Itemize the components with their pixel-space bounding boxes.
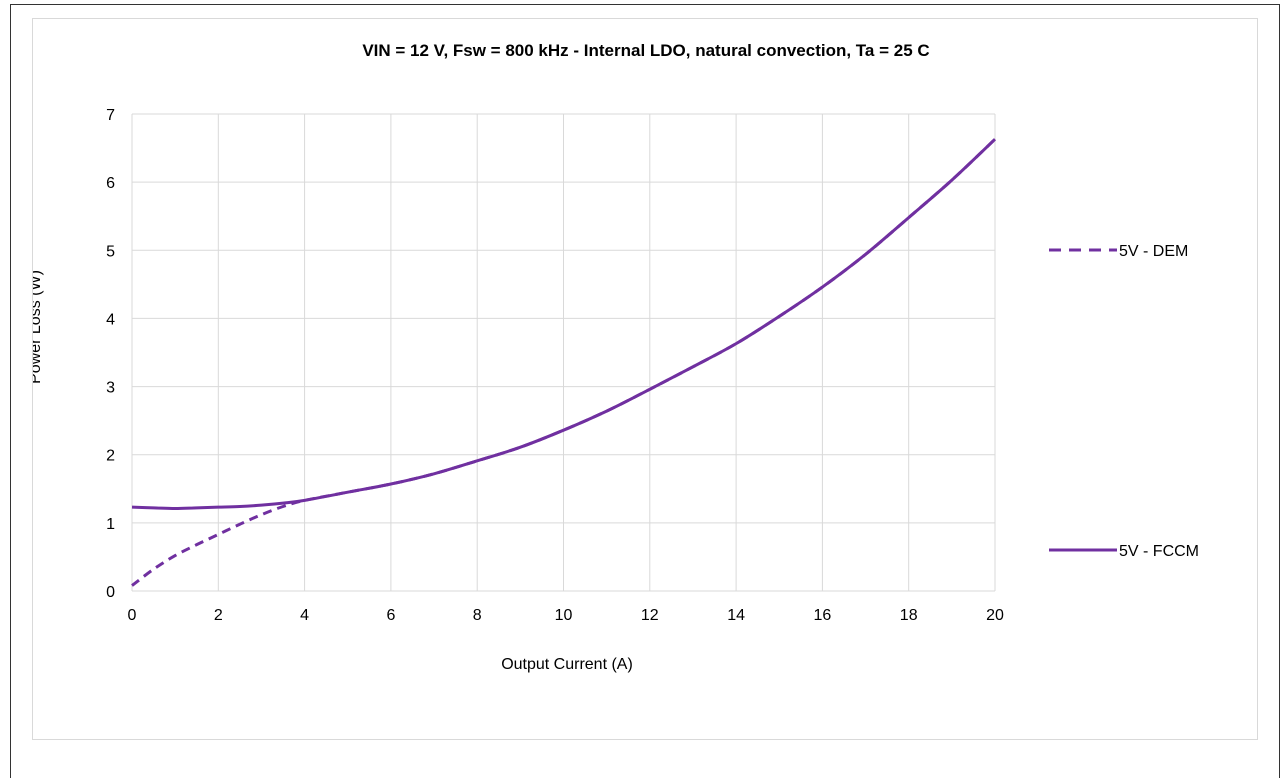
series-line-dem <box>131 138 997 587</box>
y-tick-label: 7 <box>106 107 115 124</box>
x-tick-label: 14 <box>727 607 745 624</box>
legend-label-dem: 5V - DEM <box>1119 243 1188 260</box>
y-tick-label: 6 <box>106 175 115 192</box>
series-lines <box>131 138 997 587</box>
x-tick-labels: 0 2 4 6 8 10 12 14 16 18 20 <box>128 607 1004 624</box>
x-tick-label: 4 <box>300 607 309 624</box>
y-tick-label: 4 <box>106 311 115 328</box>
x-tick-label: 16 <box>814 607 832 624</box>
y-tick-labels: 0 1 2 3 4 5 6 7 <box>106 107 115 601</box>
y-axis-title: Power Loss (W) <box>33 270 44 384</box>
x-tick-label: 2 <box>214 607 223 624</box>
x-tick-label: 10 <box>555 607 573 624</box>
y-tick-label: 3 <box>106 380 115 397</box>
y-tick-label: 0 <box>106 584 115 601</box>
legend-label-fccm: 5V - FCCM <box>1119 543 1199 560</box>
y-tick-label: 5 <box>106 243 115 260</box>
x-axis-title: Output Current (A) <box>501 656 633 673</box>
chart-title: VIN = 12 V, Fsw = 800 kHz - Internal LDO… <box>362 41 929 60</box>
legend: 5V - DEM 5V - FCCM <box>1049 243 1199 560</box>
y-tick-label: 1 <box>106 516 115 533</box>
x-tick-label: 0 <box>128 607 137 624</box>
y-tick-label: 2 <box>106 448 115 465</box>
x-tick-label: 18 <box>900 607 918 624</box>
x-tick-label: 8 <box>473 607 482 624</box>
x-tick-label: 12 <box>641 607 659 624</box>
grid <box>131 113 996 592</box>
page-frame <box>10 4 1280 778</box>
x-tick-label: 6 <box>386 607 395 624</box>
x-tick-label: 20 <box>986 607 1004 624</box>
